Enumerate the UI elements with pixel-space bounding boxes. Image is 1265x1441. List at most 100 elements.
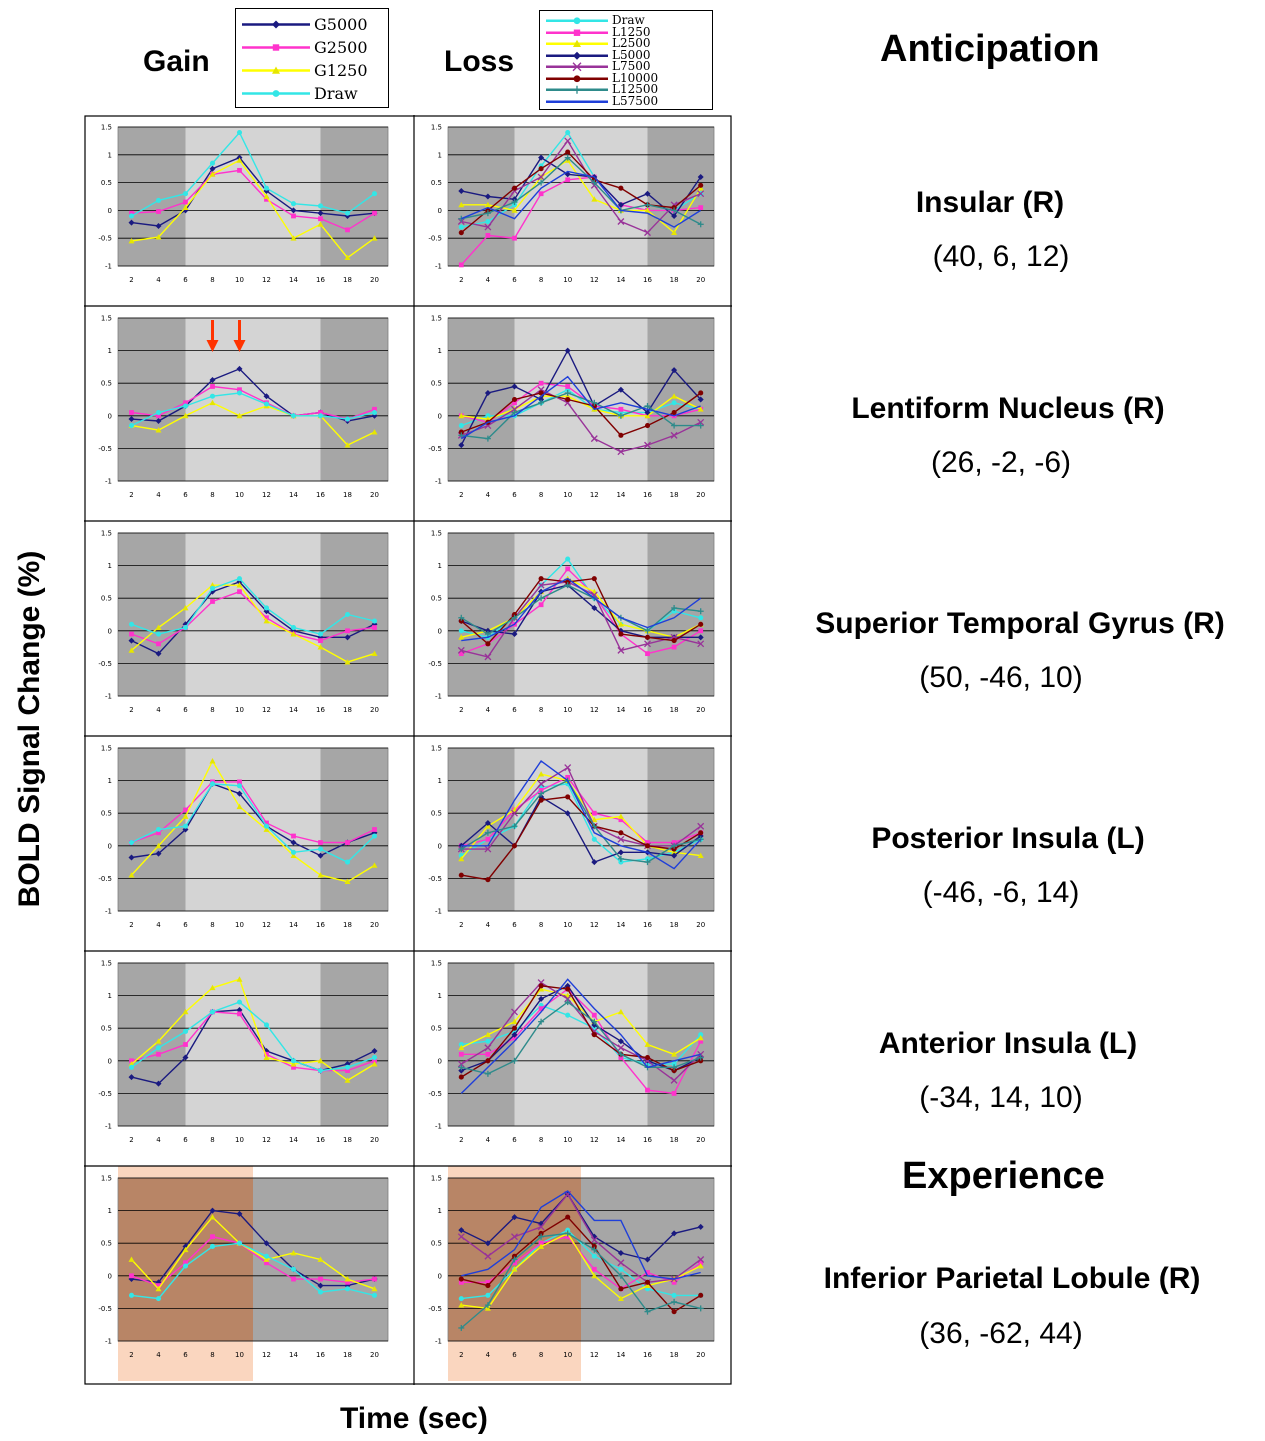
- point-L10000-4: [485, 877, 491, 883]
- point-G2500-6: [183, 1260, 188, 1266]
- point-Draw-2: [128, 213, 135, 219]
- y-tick-label-3: 0: [438, 412, 442, 420]
- point-L5000-4: [484, 819, 491, 826]
- x-tick-label-6: 14: [616, 921, 625, 929]
- point-L5000-12: [591, 604, 598, 611]
- point-Draw-8: [209, 1243, 216, 1250]
- point-Draw-4: [155, 197, 162, 203]
- point-L12500-10: [564, 999, 571, 1006]
- point-Draw-20: [371, 833, 378, 839]
- point-Draw-10: [565, 1227, 571, 1233]
- legend-label: L1250: [612, 24, 651, 39]
- point-G1250-12: [263, 193, 270, 199]
- point-G1250-2: [128, 1061, 135, 1067]
- point-G2500-14: [291, 1064, 296, 1070]
- x-tick-label-2: 6: [183, 491, 188, 499]
- point-L5000-18: [671, 367, 678, 374]
- x-tick-label-2: 6: [183, 706, 188, 714]
- point-L7500-18: [670, 431, 678, 439]
- x-tick-label-0: 2: [459, 1136, 463, 1144]
- shade-dark-1: [320, 748, 388, 911]
- point-G1250-14: [290, 235, 297, 241]
- point-L5000-2: [458, 1067, 465, 1074]
- point-L12500-20: [697, 836, 704, 843]
- series-line-L57500: [461, 760, 702, 870]
- point-L7500-20: [697, 822, 705, 830]
- y-tick-label-3: 0: [108, 842, 112, 850]
- point-L1250-16: [645, 651, 650, 657]
- series-line-L7500: [461, 139, 701, 234]
- series-line-L5000: [461, 584, 701, 639]
- point-G2500-10: [237, 1011, 242, 1017]
- point-L1250-6: [512, 400, 517, 406]
- point-G5000-18: [344, 212, 351, 219]
- point-L7500-14: [617, 1044, 625, 1052]
- legend-label: L5000: [612, 47, 651, 62]
- series-line-L5000: [460, 1193, 701, 1261]
- point-G1250-6: [182, 604, 189, 611]
- series-line-L7500: [461, 766, 702, 850]
- point-Draw-2: [128, 621, 135, 627]
- point-Draw-20: [371, 409, 378, 416]
- point-L1250-4: [485, 1279, 491, 1285]
- y-tick-label-0: 1.5: [101, 745, 112, 753]
- point-Draw-6: [182, 191, 189, 197]
- x-tick-label-7: 16: [643, 1136, 652, 1144]
- x-tick-label-2: 6: [512, 1136, 517, 1144]
- point-G1250-6: [182, 412, 189, 419]
- point-L12500-10: [564, 389, 571, 396]
- point-G2500-20: [372, 1276, 377, 1282]
- y-tick-label-4: -0.5: [428, 1090, 442, 1098]
- point-G1250-18: [344, 659, 351, 665]
- y-tick-label-5: -1: [435, 1123, 442, 1131]
- point-G1250-20: [371, 235, 378, 241]
- series-line-L12500: [461, 156, 702, 225]
- x-tick-label-9: 20: [696, 491, 705, 499]
- series-line-G5000: [131, 156, 375, 227]
- point-L12500-16: [644, 627, 651, 634]
- point-G1250-4: [155, 624, 162, 630]
- point-L7500-16: [644, 229, 651, 237]
- point-G1250-18: [344, 1276, 351, 1282]
- shade-light: [185, 963, 321, 1126]
- point-L1250-16: [645, 1087, 650, 1093]
- legend-swatch-Draw: [546, 17, 608, 25]
- loss-column-header: Loss: [444, 45, 515, 78]
- point-G2500-4: [156, 1051, 161, 1057]
- point-G5000-20: [371, 412, 378, 419]
- x-tick-label-4: 10: [235, 1136, 244, 1144]
- point-Draw-6: [182, 403, 189, 409]
- point-L10000-4: [485, 641, 491, 647]
- point-L10000-2: [458, 618, 464, 624]
- point-L12500-4: [484, 435, 491, 442]
- x-tick-label-7: 16: [643, 921, 652, 929]
- point-G5000-4: [155, 418, 162, 425]
- gain-column-header: Gain: [143, 45, 210, 78]
- point-L1250-2: [458, 651, 464, 657]
- point-L5000-4: [484, 193, 491, 200]
- region-coord-0: (40, 6, 12): [932, 240, 1070, 273]
- point-G1250-16: [317, 1057, 324, 1064]
- point-L2500-4: [484, 201, 491, 208]
- point-G2500-18: [345, 628, 350, 634]
- point-L1250-20: [698, 205, 704, 211]
- x-tick-label-9: 20: [370, 706, 379, 714]
- experience-heading: Experience: [902, 1155, 1105, 1197]
- point-G5000-18: [344, 634, 351, 641]
- y-tick-label-1: 1: [438, 347, 442, 355]
- region-name-3: Posterior Insula (L): [871, 822, 1145, 855]
- point-L5000-4: [484, 627, 491, 634]
- point-L12500-14: [617, 1272, 624, 1279]
- x-tick-label-7: 16: [643, 276, 652, 284]
- point-G5000-6: [182, 207, 189, 214]
- y-tick-label-1: 1: [108, 562, 112, 570]
- series-line-Draw: [131, 1242, 375, 1300]
- x-tick-label-9: 20: [696, 1136, 705, 1144]
- point-G5000-10: [236, 1006, 243, 1013]
- x-tick-label-6: 14: [616, 491, 625, 499]
- series-line-L7500: [460, 981, 702, 1082]
- point-L10000-6: [511, 396, 518, 403]
- point-L10000-2: [458, 872, 464, 878]
- point-G2500-10: [237, 779, 242, 785]
- x-tick-label-9: 20: [696, 706, 705, 714]
